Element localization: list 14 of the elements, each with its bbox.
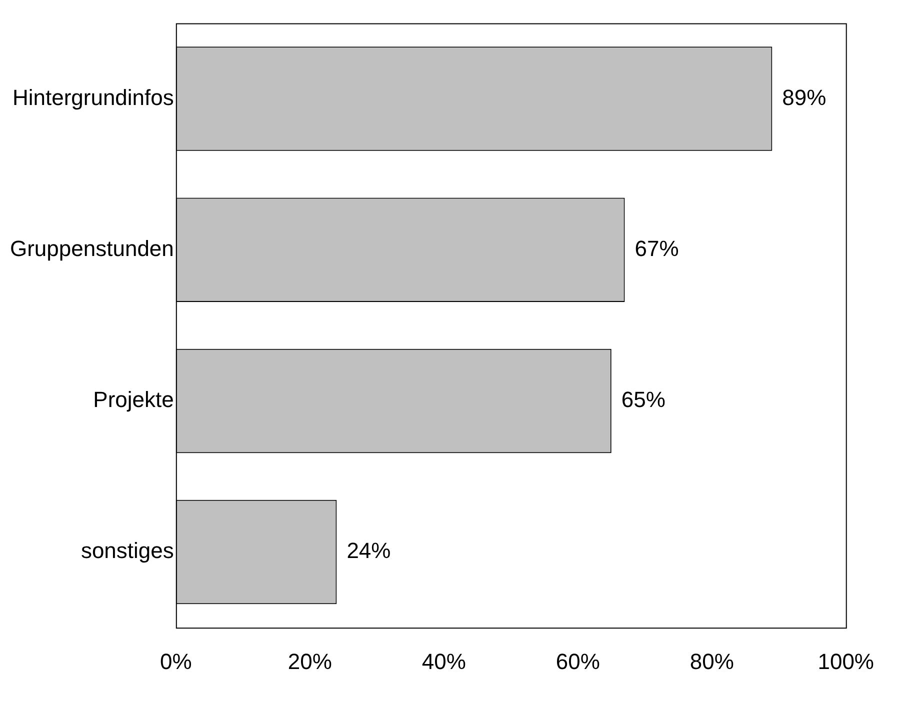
x-tick-label: 100% <box>818 648 874 674</box>
x-tick-label: 0% <box>160 648 192 674</box>
y-tick-label: Gruppenstunden <box>10 236 174 261</box>
data-label: 89% <box>782 84 826 110</box>
y-tick-label: Hintergrundinfos <box>12 84 174 110</box>
data-label: 67% <box>634 236 679 261</box>
x-tick-label: 40% <box>422 648 466 674</box>
data-label: 65% <box>621 387 666 412</box>
x-tick-label: 80% <box>690 648 734 674</box>
x-tick-label: 60% <box>556 648 600 674</box>
y-tick-label: sonstiges <box>80 538 174 564</box>
data-label: 24% <box>346 538 391 564</box>
y-tick-label: Projekte <box>93 387 174 412</box>
x-tick-label: 20% <box>288 648 332 674</box>
